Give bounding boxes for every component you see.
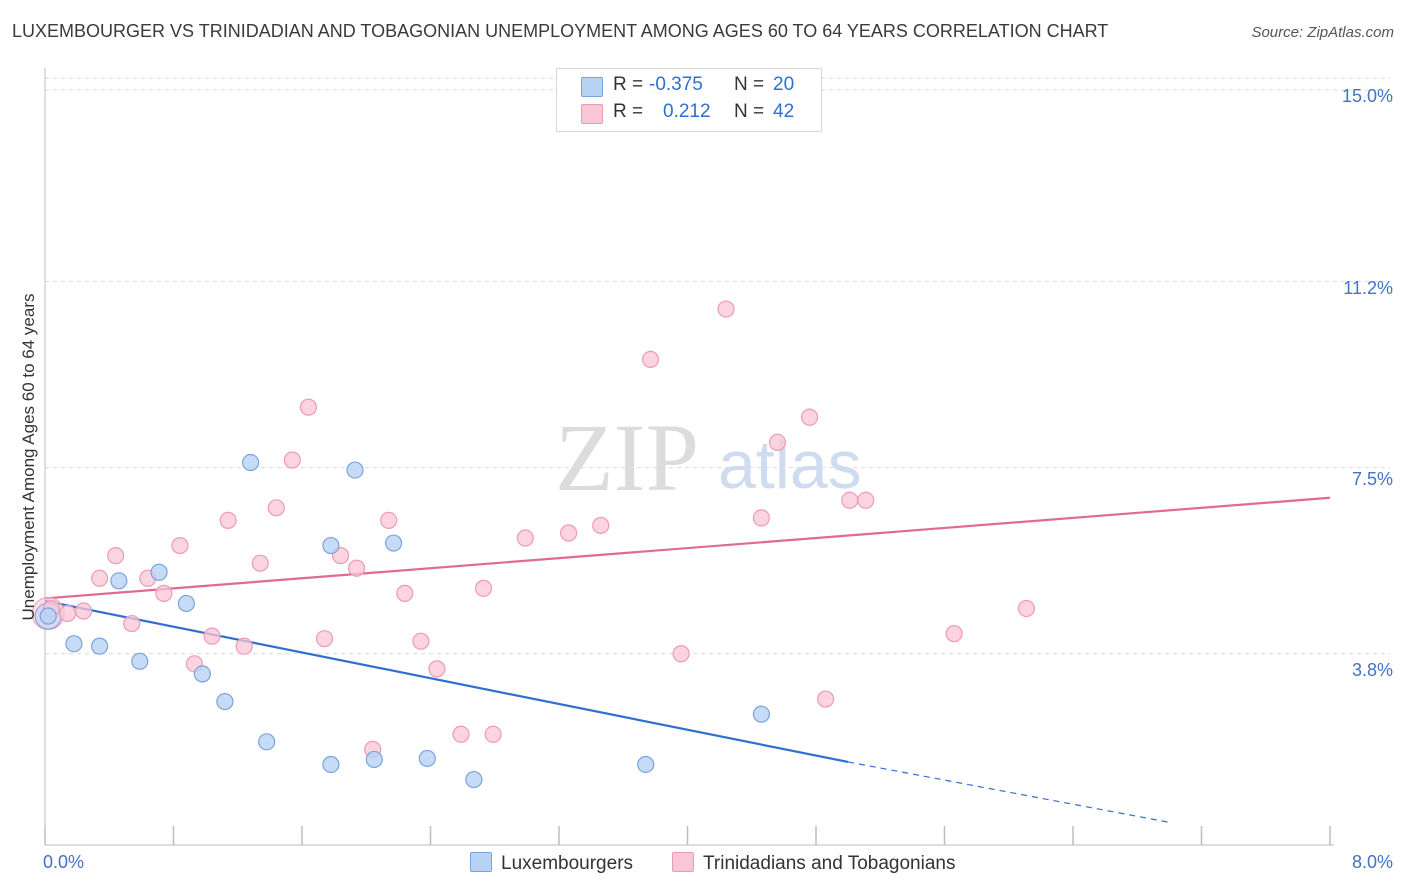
- pink-data-point: [428, 660, 446, 678]
- legend-n-label: N =: [734, 74, 765, 95]
- blue-data-point: [365, 750, 383, 769]
- pink-data-point: [155, 584, 173, 602]
- data-points: [31, 300, 1036, 789]
- blue-data-point: [150, 563, 168, 581]
- legend-n-label: N =: [734, 101, 765, 122]
- pink-data-point: [800, 408, 819, 426]
- pink-data-point: [58, 604, 77, 623]
- y-tick-label: 15.0%: [1341, 86, 1393, 106]
- legend-n-value: 42: [773, 101, 795, 122]
- x-tick-min: 0.0%: [43, 852, 85, 872]
- pink-data-point: [299, 398, 318, 416]
- legend-series-name: Trinidadians and Tobagonians: [703, 853, 956, 874]
- trend-line-trinidadians: [44, 496, 1331, 600]
- pink-data-point: [412, 632, 430, 650]
- correlation-legend: R = -0.375 N = 20 R = 0.212 N = 42: [556, 68, 822, 132]
- pink-data-point: [283, 451, 301, 469]
- blue-data-point: [322, 536, 340, 555]
- legend-swatch-blue: [581, 77, 603, 97]
- watermark-zip: ZIP: [555, 404, 699, 511]
- y-axis-label: Unemployment Among Ages 60 to 64 years: [19, 293, 38, 621]
- trend-lines: [44, 496, 1331, 823]
- pink-data-point: [560, 524, 578, 542]
- legend-n-value: 20: [773, 74, 795, 95]
- pink-data-point: [717, 300, 735, 318]
- pink-data-point: [841, 491, 859, 509]
- legend-r-value: 0.212: [663, 101, 711, 122]
- pink-data-point: [171, 536, 189, 555]
- pink-data-point: [91, 569, 109, 587]
- grid-lines: [45, 77, 1390, 655]
- blue-data-point: [752, 705, 770, 723]
- blue-data-point: [322, 755, 340, 774]
- legend-series-name: Luxembourgers: [501, 853, 634, 874]
- pink-data-point: [452, 725, 470, 743]
- trend-line-luxembourgers-extension: [848, 761, 1170, 823]
- pink-data-point: [768, 433, 787, 452]
- pink-data-point: [107, 547, 125, 565]
- pink-data-point: [516, 529, 534, 547]
- blue-data-point: [258, 733, 276, 751]
- pink-data-point: [641, 350, 660, 368]
- legend-swatch-blue: [470, 852, 492, 872]
- blue-data-point: [91, 637, 109, 655]
- bottom-legend-luxembourgers: Luxembourgers: [470, 852, 633, 875]
- blue-data-point: [465, 770, 483, 789]
- pink-data-point: [219, 511, 237, 530]
- blue-data-point: [242, 453, 260, 472]
- bottom-legend-trinidadians: Trinidadians and Tobagonians: [672, 852, 955, 875]
- legend-r-value: -0.375: [649, 74, 703, 95]
- pink-data-point: [396, 584, 414, 602]
- trend-line-luxembourgers: [44, 599, 849, 764]
- blue-data-point: [637, 755, 655, 774]
- axes: [44, 68, 1334, 846]
- pink-data-point: [74, 602, 93, 620]
- chart-title: LUXEMBOURGER VS TRINIDADIAN AND TOBAGONI…: [12, 21, 1109, 41]
- legend-swatch-pink: [581, 104, 603, 124]
- pink-data-point: [945, 625, 963, 643]
- watermark-atlas: atlas: [718, 427, 862, 503]
- pink-data-point: [1017, 599, 1036, 618]
- blue-data-point: [216, 692, 234, 711]
- pink-data-point: [474, 579, 493, 597]
- pink-data-point: [817, 690, 835, 708]
- zipatlas-watermark: ZIP atlas: [555, 404, 862, 511]
- pink-data-point: [235, 637, 253, 655]
- blue-data-point: [346, 461, 364, 479]
- blue-data-point: [384, 534, 403, 552]
- pink-data-point: [484, 725, 502, 743]
- blue-data-point: [131, 652, 149, 670]
- pink-data-point: [672, 645, 690, 663]
- pink-data-point: [203, 627, 221, 645]
- y-tick-label: 3.8%: [1351, 660, 1393, 680]
- blue-data-point: [193, 665, 212, 683]
- pink-data-point: [348, 559, 366, 577]
- blue-data-point: [418, 749, 436, 768]
- legend-r-label: R =: [613, 101, 644, 122]
- pink-data-point: [123, 614, 141, 633]
- blue-data-point: [65, 635, 83, 653]
- pink-data-point: [315, 630, 334, 648]
- blue-data-point: [110, 572, 128, 590]
- blue-data-point: [177, 594, 195, 613]
- legend-swatch-pink: [672, 852, 694, 872]
- pink-data-point: [380, 511, 398, 530]
- y-tick-label: 11.2%: [1343, 278, 1393, 298]
- pink-data-point: [752, 509, 770, 527]
- blue-data-point: [39, 607, 57, 625]
- pink-data-point: [267, 499, 285, 517]
- pink-data-point: [251, 554, 269, 572]
- pink-data-point: [592, 516, 610, 535]
- x-tick-max: 8.0%: [1351, 852, 1393, 872]
- legend-r-label: R =: [613, 74, 644, 95]
- pink-data-point: [857, 491, 875, 509]
- y-tick-label: 7.5%: [1351, 469, 1393, 489]
- source-credit: Source: ZipAtlas.com: [1251, 24, 1394, 41]
